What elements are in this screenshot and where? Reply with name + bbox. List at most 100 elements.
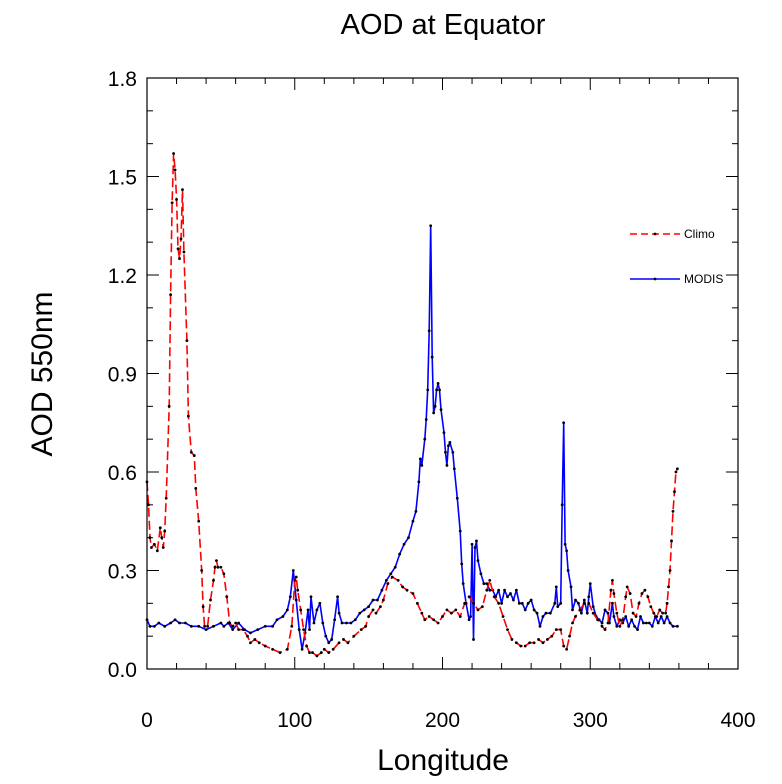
modis-marker (500, 601, 503, 605)
modis-marker (418, 457, 422, 461)
climo-marker (528, 641, 532, 645)
plot-frame (146, 77, 739, 670)
modis-marker (642, 621, 645, 625)
modis-marker (184, 621, 187, 625)
modis-marker (436, 381, 440, 385)
modis-marker (384, 578, 388, 582)
modis-marker (423, 437, 427, 441)
modis-marker (566, 569, 570, 572)
climo-marker (379, 605, 382, 609)
x-tick-label: 100 (277, 709, 312, 732)
climo-marker (371, 608, 375, 612)
climo-marker (299, 608, 303, 612)
climo-marker (152, 542, 156, 546)
modis-marker (588, 582, 592, 586)
modis-marker (482, 582, 486, 586)
climo-marker (523, 644, 527, 648)
climo-marker (342, 638, 345, 641)
climo-marker (278, 651, 282, 654)
climo-marker (158, 526, 162, 530)
x-tick-label: 400 (720, 709, 755, 732)
modis-marker (526, 601, 530, 605)
climo-marker (485, 588, 489, 592)
climo-marker (194, 487, 198, 490)
modis-marker (650, 624, 654, 628)
modis-marker (306, 608, 310, 612)
climo-marker (492, 595, 496, 599)
modis-marker (300, 647, 304, 651)
modis-marker (349, 621, 353, 625)
climo-marker (546, 638, 549, 641)
legend-item-climo: Climo (630, 227, 715, 241)
modis-marker (204, 628, 208, 631)
climo-marker (374, 611, 378, 615)
climo-marker (237, 628, 241, 631)
climo-marker (661, 611, 665, 615)
modis-marker (633, 624, 636, 628)
climo-marker (582, 601, 586, 605)
climo-marker (296, 588, 300, 592)
modis-marker (152, 624, 156, 628)
modis-marker (488, 588, 492, 592)
modis-marker (587, 595, 591, 599)
x-tick-label: 300 (573, 709, 608, 732)
modis-marker (627, 624, 631, 628)
climo-marker (668, 569, 672, 572)
modis-marker (553, 601, 557, 605)
climo-marker (263, 644, 267, 648)
modis-marker (281, 615, 285, 618)
climo-marker (432, 618, 436, 622)
climo-marker (169, 293, 173, 297)
climo-marker (634, 615, 638, 618)
climo-marker (337, 641, 341, 645)
modis-marker (330, 638, 334, 641)
climo-marker (192, 454, 196, 457)
climo-marker (315, 654, 319, 658)
climo-marker (415, 601, 419, 605)
climo-marker (537, 638, 540, 641)
climo-marker (637, 601, 641, 605)
climo-marker (206, 624, 209, 628)
x-axis-label: Longitude (377, 744, 509, 777)
climo-marker (396, 578, 400, 582)
modis-marker (506, 595, 509, 599)
climo-marker (541, 641, 545, 645)
climo-marker (327, 651, 331, 654)
climo-marker (167, 404, 171, 408)
climo-marker (562, 644, 566, 648)
modis-marker (529, 598, 533, 602)
modis-marker (548, 611, 552, 615)
legend-label: Climo (684, 227, 715, 241)
modis-marker (579, 611, 583, 615)
modis-marker (294, 598, 298, 602)
climo-marker (161, 546, 165, 549)
climo-marker (603, 628, 607, 631)
modis-marker (523, 608, 527, 612)
climo-marker (618, 624, 622, 628)
climo-marker (587, 601, 591, 605)
climo-marker (150, 546, 153, 549)
modis-marker (430, 355, 434, 359)
modis-marker (222, 624, 226, 628)
modis-marker (256, 628, 260, 631)
climo-marker (172, 152, 175, 155)
modis-marker (611, 601, 614, 605)
modis-marker (571, 608, 574, 612)
modis-marker (345, 621, 348, 625)
y-tick-label: 1.5 (108, 167, 137, 190)
climo-marker (222, 572, 226, 576)
climo-marker (331, 647, 335, 651)
modis-marker (435, 388, 438, 392)
x-tick-label: 0 (141, 709, 153, 732)
climo-marker (382, 598, 385, 602)
modis-marker (433, 404, 437, 408)
climo-marker (423, 618, 427, 622)
y-tick-label: 0.6 (108, 462, 137, 485)
modis-marker (671, 624, 675, 628)
climo-marker (234, 621, 238, 625)
climo-marker (305, 644, 308, 648)
modis-marker (417, 480, 421, 484)
modis-marker (458, 529, 462, 533)
modis-marker (473, 546, 477, 549)
climo-marker (436, 621, 440, 625)
